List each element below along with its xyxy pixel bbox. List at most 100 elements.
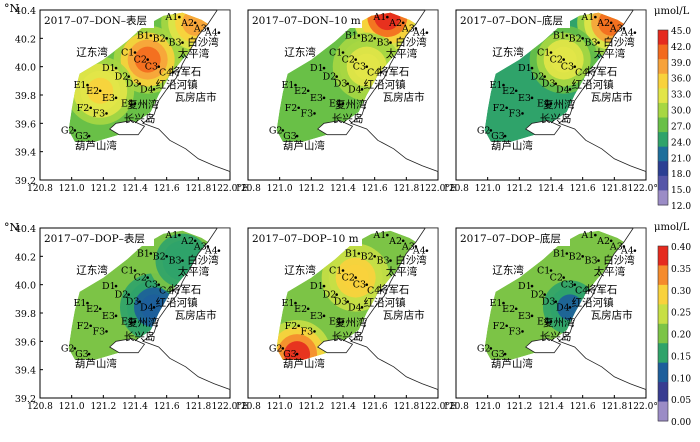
station-label-A3: A3: [609, 23, 623, 34]
station-dot-F3: [521, 330, 524, 333]
place-huludao-bay: 葫芦山湾: [491, 357, 533, 370]
colorbar-segment: [658, 102, 668, 118]
place-wafangdian: 瓦房店市: [591, 91, 633, 104]
station-dot-G3: [87, 134, 91, 138]
station-label-B2: B2: [153, 33, 166, 44]
station-label-E4: E4: [329, 99, 342, 110]
x-tick-label: 121.6: [154, 184, 180, 194]
station-label-C3: C3: [561, 280, 574, 291]
station-label-F2: F2: [493, 321, 506, 332]
station-label-F3: F3: [301, 326, 314, 337]
place-fuzhou-bay: 复州湾: [335, 98, 367, 111]
panel-title: 2017–07–DON–表层: [44, 14, 147, 27]
place-hongyanhe: 红沿河镇: [364, 296, 406, 309]
panel-title: 2017–07–DOP–底层: [460, 232, 561, 245]
station-dot-G2: [73, 129, 77, 132]
station-label-B3: B3: [377, 256, 390, 267]
station-dot-A3: [414, 245, 418, 248]
station-label-A2: A2: [180, 18, 194, 29]
station-dot-A3: [206, 27, 210, 30]
station-dot-B2: [581, 37, 584, 40]
colorbar-tick-label: 24.0: [671, 138, 691, 148]
station-label-C3: C3: [353, 62, 366, 73]
station-label-C2: C2: [134, 55, 147, 66]
station-label-B3: B3: [169, 256, 182, 267]
station-label-D1: D1: [310, 63, 324, 74]
colorbar-tick-label: 12.0: [671, 202, 691, 212]
colorbar-tick-label: 0.25: [671, 309, 691, 319]
station-label-D2: D2: [531, 72, 545, 83]
place-baisha-bay: 白沙湾: [603, 253, 635, 266]
place-liaodong-bay: 辽东湾: [492, 45, 524, 58]
y-tick-label: 40.4: [15, 6, 36, 17]
station-label-C4: C4: [575, 67, 588, 78]
station-label-D3: D3: [334, 79, 348, 90]
y-tick-label: 40.0: [15, 281, 36, 292]
station-label-D3: D3: [334, 297, 348, 308]
station-label-C4: C4: [159, 285, 172, 296]
changxing-island-outline: [525, 120, 562, 136]
station-label-C4: C4: [367, 285, 380, 296]
station-dot-C4: [587, 289, 591, 292]
station-label-C2: C2: [550, 273, 563, 284]
colorbar-tick-label: 0.30: [671, 287, 691, 297]
x-tick-label: 121.0: [475, 184, 501, 194]
station-dot-B1: [565, 34, 569, 37]
place-taiping-bay: 太平湾: [594, 265, 626, 278]
station-label-C1: C1: [537, 266, 550, 277]
colorbar-segment: [658, 362, 668, 383]
station-label-E4: E4: [121, 317, 134, 328]
station-dot-D4: [152, 88, 156, 91]
station-label-A3: A3: [401, 241, 415, 252]
changxing-island-outline: [317, 338, 354, 354]
place-huludao-bay: 葫芦山湾: [75, 139, 117, 152]
colorbar-segment: [658, 246, 668, 266]
place-fuzhou-bay: 复州湾: [543, 316, 575, 329]
coastline: [558, 227, 647, 391]
station-dot-G3: [87, 352, 91, 356]
colorbar-tick-label: 0.20: [671, 331, 691, 341]
station-label-E2: E2: [86, 304, 99, 315]
x-tick-label: 122.0°E: [420, 402, 457, 412]
panel-title: 2017–07–DON–10 m: [252, 15, 361, 27]
station-label-E2: E2: [294, 304, 307, 315]
station-label-A3: A3: [193, 23, 207, 34]
station-dot-G3: [295, 352, 299, 356]
changxing-island-outline: [317, 120, 354, 136]
station-label-A4: A4: [412, 246, 426, 257]
colorbar-tick-label: 0.40: [671, 243, 691, 253]
colorbar-segment: [658, 44, 668, 60]
station-dot-B3: [181, 259, 184, 262]
station-dot-A2: [609, 21, 613, 25]
title-bg: [42, 12, 154, 28]
place-baisha-bay: 白沙湾: [395, 35, 427, 48]
colorbar-tick-label: 21.0: [671, 154, 691, 164]
station-dot-C3: [573, 283, 577, 286]
x-tick-label: 121.8: [601, 184, 627, 194]
station-label-D1: D1: [518, 281, 532, 292]
place-changxing-island: 长兴岛: [540, 330, 572, 343]
station-label-F2: F2: [77, 103, 90, 114]
station-dot-D4: [360, 88, 364, 91]
station-label-B1: B1: [137, 31, 150, 42]
place-taiping-bay: 太平湾: [386, 47, 418, 60]
station-dot-F3: [313, 330, 316, 333]
station-label-A4: A4: [620, 28, 634, 39]
place-changxing-island: 长兴岛: [124, 330, 155, 343]
station-label-C1: C1: [329, 48, 342, 59]
colorbar-frame: [657, 245, 669, 422]
station-dot-D3: [346, 300, 350, 303]
coastline: [142, 227, 231, 391]
station-dot-D4: [568, 306, 572, 309]
colorbar-tick-label: 27.0: [671, 122, 691, 132]
y-tick-label: 39.2: [15, 394, 36, 405]
colorbar-unit: μmol/L: [654, 222, 690, 233]
station-label-A1: A1: [372, 230, 386, 241]
x-tick-label: 121.2: [90, 184, 116, 194]
y-tick-label: 39.6: [15, 337, 36, 348]
station-label-E3: E3: [102, 93, 115, 104]
place-taiping-bay: 太平湾: [178, 47, 210, 60]
station-dot-C2: [562, 58, 565, 61]
station-label-D1: D1: [310, 281, 324, 292]
